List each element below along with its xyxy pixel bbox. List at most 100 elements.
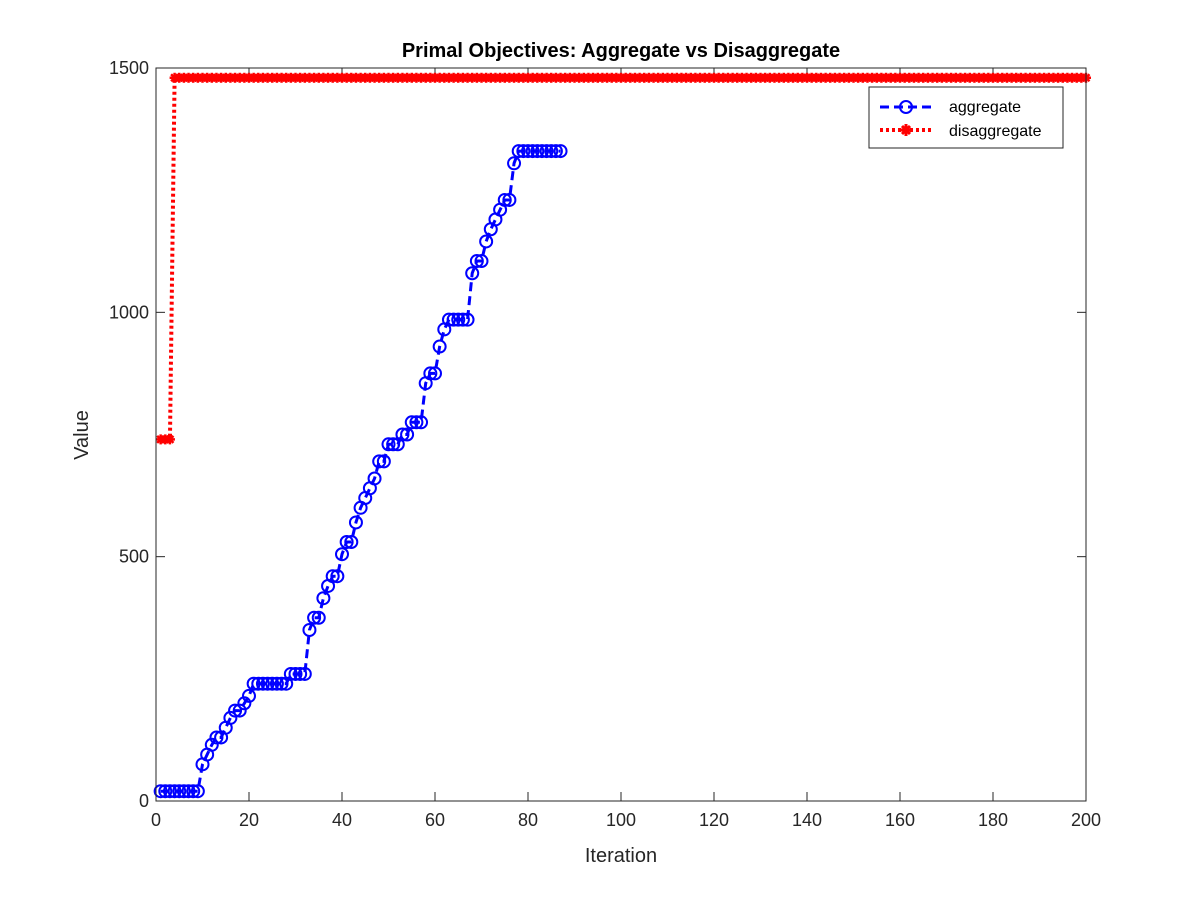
aggregate-point: [237, 696, 252, 711]
legend-box: [868, 86, 1064, 149]
aggregate-point: [316, 591, 331, 606]
aggregate-point: [479, 234, 494, 249]
aggregate-point: [260, 676, 275, 691]
aggregate-point: [409, 415, 424, 430]
aggregate-point: [158, 784, 173, 799]
aggregate-point: [497, 192, 512, 207]
aggregate-point: [223, 710, 238, 725]
aggregate-point: [228, 703, 243, 718]
aggregate-point: [162, 784, 177, 799]
aggregate-point: [251, 676, 266, 691]
x-tick-label: 100: [606, 810, 636, 830]
aggregate-point: [242, 688, 256, 703]
aggregate-point: [274, 676, 289, 691]
aggregate-point: [176, 784, 191, 799]
aggregate-point: [265, 676, 280, 691]
aggregate-point: [474, 254, 489, 269]
aggregate-point: [400, 427, 415, 442]
aggregate-point: [511, 144, 526, 159]
aggregate-point: [465, 266, 480, 281]
legend-aggregate-marker: [899, 100, 913, 114]
legend: aggregate disaggregate: [868, 86, 1064, 149]
plot-frame: [155, 67, 1087, 802]
aggregate-point: [307, 610, 322, 625]
x-tick-label: 80: [518, 810, 538, 830]
x-tick-label: 160: [885, 810, 915, 830]
aggregate-point: [516, 144, 531, 159]
aggregate-point: [246, 676, 261, 691]
y-tick-label: 0: [139, 791, 149, 811]
legend-disaggregate-label: disaggregate: [949, 123, 1042, 140]
aggregate-point: [293, 666, 308, 681]
series-aggregate-line: [160, 149, 561, 793]
aggregate-point: [502, 192, 517, 207]
aggregate-point: [172, 784, 187, 799]
aggregate-point: [381, 437, 396, 452]
x-tick-label: 0: [151, 810, 161, 830]
x-tick-label: 60: [425, 810, 445, 830]
disaggregate-point: [164, 434, 175, 445]
x-tick-label: 40: [332, 810, 352, 830]
aggregate-point: [548, 144, 563, 159]
legend-aggregate-label: aggregate: [949, 99, 1021, 116]
aggregate-point: [553, 144, 568, 159]
aggregate-point: [372, 454, 387, 469]
y-axis-label: Value: [71, 410, 93, 460]
aggregate-point: [302, 622, 317, 637]
aggregate-point: [325, 569, 340, 584]
aggregate-point: [507, 156, 522, 171]
aggregate-point: [469, 254, 484, 269]
aggregate-point: [232, 703, 247, 718]
aggregate-point: [335, 547, 349, 562]
series-disaggregate: [155, 72, 1091, 445]
aggregate-point: [423, 366, 438, 381]
aggregate-point: [344, 535, 359, 550]
aggregate-point: [530, 144, 545, 159]
series-layer: [153, 72, 1091, 799]
aggregate-point: [534, 144, 549, 159]
x-tick-label: 180: [978, 810, 1008, 830]
y-tick-label: 1000: [109, 302, 149, 322]
aggregate-point: [204, 737, 219, 752]
aggregate-point: [376, 454, 391, 469]
aggregate-point: [455, 312, 470, 327]
aggregate-point: [297, 666, 312, 681]
aggregate-point: [404, 415, 419, 430]
chart-title: Primal Objectives: Aggregate vs Disaggre…: [402, 40, 840, 62]
aggregate-point: [446, 312, 461, 327]
x-tick-label: 140: [792, 810, 822, 830]
x-tick-label: 20: [239, 810, 259, 830]
aggregate-point: [367, 471, 382, 486]
aggregate-point: [428, 366, 442, 381]
aggregate-point: [432, 339, 447, 354]
aggregate-point: [544, 144, 559, 159]
aggregate-point: [441, 312, 456, 327]
axis-ticks: 0 20 40 60 80 100 120 140 160 180 200 0 500 1000 1500: [109, 58, 1101, 830]
legend-disaggregate-marker: [900, 124, 912, 136]
aggregate-point: [186, 784, 201, 799]
aggregate-point: [339, 535, 354, 550]
aggregate-point: [525, 144, 540, 159]
aggregate-point: [167, 784, 182, 799]
aggregate-point: [348, 515, 363, 530]
aggregate-point: [330, 569, 345, 584]
aggregate-point: [539, 144, 554, 159]
aggregate-point: [190, 784, 205, 799]
series-aggregate: [153, 144, 568, 799]
aggregate-point: [288, 666, 303, 681]
aggregate-point: [255, 676, 270, 691]
y-tick-label: 1500: [109, 58, 149, 78]
aggregate-point: [311, 610, 326, 625]
aggregate-point: [414, 415, 429, 430]
aggregate-point: [269, 676, 284, 691]
aggregate-point: [395, 427, 410, 442]
y-tick-label: 500: [119, 547, 149, 567]
aggregate-point: [386, 437, 401, 452]
x-axis-label: Iteration: [585, 845, 657, 867]
aggregate-point: [451, 312, 466, 327]
aggregate-point: [153, 784, 168, 799]
aggregate-point: [460, 312, 475, 327]
x-tick-label: 120: [699, 810, 729, 830]
aggregate-point: [209, 730, 224, 745]
